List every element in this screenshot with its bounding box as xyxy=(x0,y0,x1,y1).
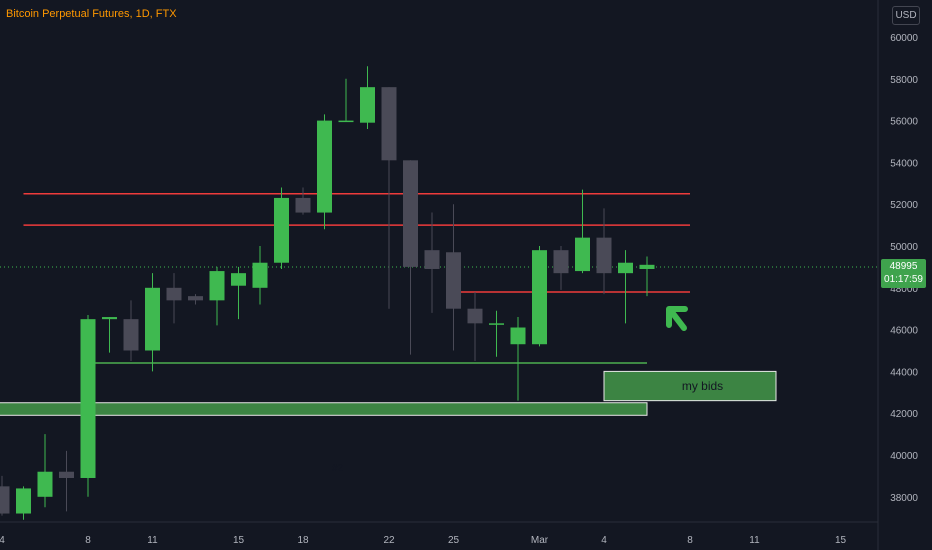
x-tick-label: 15 xyxy=(233,535,245,546)
candle-body xyxy=(16,488,31,514)
candle-body xyxy=(467,308,483,324)
candle-body xyxy=(424,250,440,269)
y-tick-label: 50000 xyxy=(890,242,918,253)
y-tick-label: 46000 xyxy=(890,326,918,337)
x-tick-label: 8 xyxy=(687,535,693,546)
candle-body xyxy=(553,250,569,274)
x-tick-label: 4 xyxy=(601,535,607,546)
candle-body xyxy=(209,271,225,301)
y-tick-label: 54000 xyxy=(890,158,918,169)
y-tick-label: 38000 xyxy=(890,493,918,504)
x-tick-label: 11 xyxy=(749,535,760,546)
candle-body xyxy=(145,287,160,351)
y-tick-label: 48000 xyxy=(890,284,918,295)
x-tick-label: 4 xyxy=(0,535,5,546)
candle-body xyxy=(0,486,10,514)
candle-body xyxy=(166,287,182,301)
y-tick-label: 60000 xyxy=(890,33,918,44)
candle-body xyxy=(188,296,203,301)
zone-rect-1 xyxy=(0,402,648,416)
candle-body xyxy=(102,317,117,320)
zone-rect-0 xyxy=(603,370,777,402)
candle-body xyxy=(510,327,526,345)
candle-body xyxy=(37,471,53,497)
candle-body xyxy=(274,197,289,263)
candle-body xyxy=(59,471,74,478)
x-tick-label: 11 xyxy=(147,535,158,546)
candle-body xyxy=(252,262,268,288)
x-tick-label: 8 xyxy=(85,535,91,546)
candle-body xyxy=(532,250,547,345)
candle-body xyxy=(489,323,504,325)
candle-body xyxy=(446,252,461,309)
chart-title: Bitcoin Perpetual Futures, 1D, FTX xyxy=(6,8,177,20)
last-price-value: 48995 xyxy=(889,261,918,272)
candle-body xyxy=(403,160,418,267)
bids-zone-label: my bids xyxy=(681,379,724,393)
candle-body xyxy=(360,87,375,123)
currency-button[interactable]: USD xyxy=(892,6,920,25)
y-tick-label: 44000 xyxy=(890,367,918,378)
candle-body xyxy=(123,319,139,351)
candle-body xyxy=(317,120,332,213)
candle-body xyxy=(381,87,397,161)
candle-body xyxy=(80,319,96,478)
candle-body xyxy=(639,264,655,269)
x-tick-label: 15 xyxy=(835,535,847,546)
x-tick-label: 18 xyxy=(297,535,309,546)
candle-body xyxy=(295,197,311,213)
x-tick-label: Mar xyxy=(531,535,549,546)
x-tick-label: 22 xyxy=(383,535,395,546)
y-tick-label: 42000 xyxy=(890,409,918,420)
candle-body xyxy=(618,262,633,274)
y-tick-label: 58000 xyxy=(890,75,918,86)
bar-countdown: 01:17:59 xyxy=(884,274,923,285)
y-tick-label: 40000 xyxy=(890,451,918,462)
y-tick-label: 52000 xyxy=(890,200,918,211)
y-tick-label: 56000 xyxy=(890,117,918,128)
chart-note: #2 xyxy=(332,463,344,474)
candle-body xyxy=(231,273,246,286)
candle-body xyxy=(596,237,612,274)
last-price-tag: 48995 01:17:59 xyxy=(881,259,926,288)
candle-body xyxy=(338,120,354,123)
x-tick-label: 25 xyxy=(448,535,460,546)
candle-body xyxy=(575,237,590,272)
arrow-annotation xyxy=(666,306,688,331)
